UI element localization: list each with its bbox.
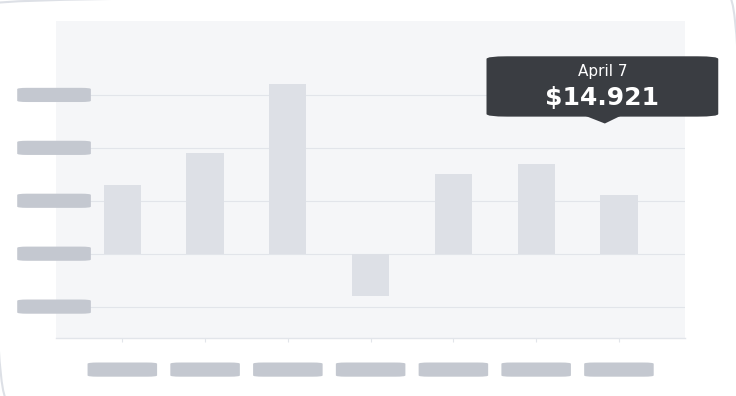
Bar xyxy=(601,196,637,254)
FancyBboxPatch shape xyxy=(170,362,240,377)
Bar xyxy=(517,164,555,254)
FancyBboxPatch shape xyxy=(17,141,91,155)
Bar xyxy=(104,185,141,254)
Text: $14.921: $14.921 xyxy=(545,86,659,110)
FancyBboxPatch shape xyxy=(17,299,91,314)
FancyBboxPatch shape xyxy=(17,247,91,261)
FancyBboxPatch shape xyxy=(17,88,91,102)
FancyBboxPatch shape xyxy=(17,194,91,208)
FancyBboxPatch shape xyxy=(486,56,718,117)
FancyBboxPatch shape xyxy=(253,362,322,377)
FancyBboxPatch shape xyxy=(584,362,654,377)
FancyBboxPatch shape xyxy=(501,362,571,377)
FancyBboxPatch shape xyxy=(336,362,406,377)
Polygon shape xyxy=(579,113,626,124)
FancyBboxPatch shape xyxy=(88,362,157,377)
Bar xyxy=(435,174,472,254)
FancyBboxPatch shape xyxy=(419,362,488,377)
Text: April 7: April 7 xyxy=(578,64,627,79)
Bar xyxy=(352,254,389,296)
Bar xyxy=(269,84,306,254)
Bar xyxy=(186,153,224,254)
